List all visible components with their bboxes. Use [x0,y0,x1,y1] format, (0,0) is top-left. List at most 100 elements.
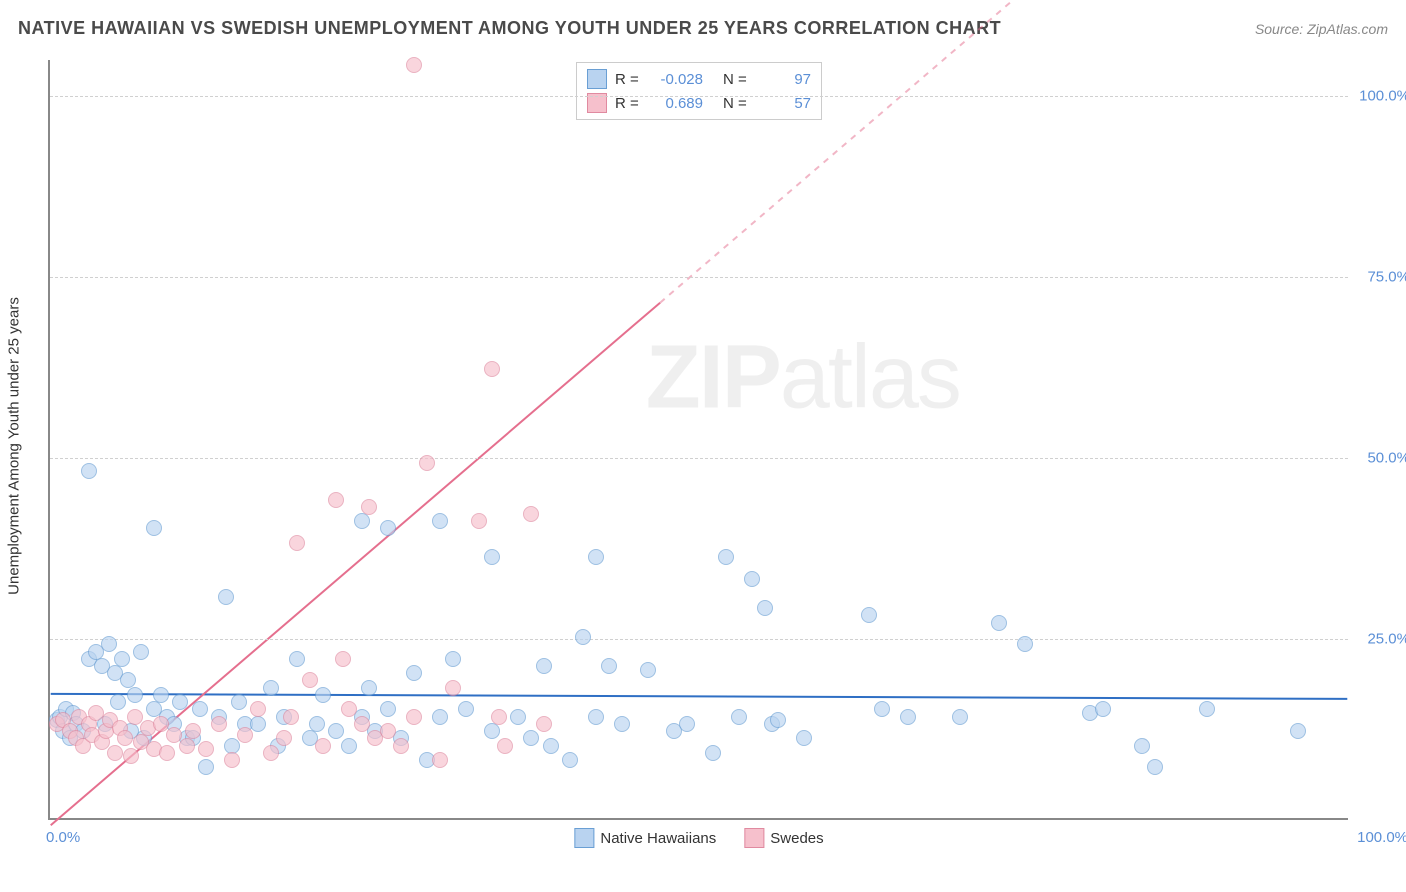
gridline [50,277,1348,278]
data-point [445,680,461,696]
data-point [250,716,266,732]
data-point [874,701,890,717]
data-point [302,672,318,688]
y-tick-label: 100.0% [1359,88,1406,105]
data-point [309,716,325,732]
data-point [419,455,435,471]
data-point [705,745,721,761]
legend-row-1: R = -0.028 N = 97 [587,67,811,91]
data-point [575,629,591,645]
data-point [744,571,760,587]
data-point [601,658,617,674]
data-point [718,549,734,565]
data-point [432,513,448,529]
data-point [117,730,133,746]
data-point [1095,701,1111,717]
data-point [640,662,656,678]
data-point [1017,636,1033,652]
data-point [328,492,344,508]
data-point [432,709,448,725]
data-point [484,361,500,377]
data-point [81,463,97,479]
data-point [406,57,422,73]
data-point [159,745,175,761]
x-tick-left: 0.0% [46,829,80,846]
data-point [614,716,630,732]
data-point [445,651,461,667]
data-point [523,730,539,746]
data-point [133,644,149,660]
data-point [237,727,253,743]
gridline [50,639,1348,640]
data-point [263,745,279,761]
data-point [361,499,377,515]
data-point [250,701,266,717]
data-point [380,520,396,536]
data-point [1134,738,1150,754]
watermark: ZIPatlas [646,327,960,430]
data-point [172,694,188,710]
y-tick-label: 50.0% [1367,450,1406,467]
data-point [484,549,500,565]
legend-item-swedes: Swedes [744,828,823,848]
data-point [588,549,604,565]
data-point [354,513,370,529]
data-point [757,600,773,616]
data-point [123,748,139,764]
data-point [315,687,331,703]
data-point [796,730,812,746]
data-point [276,730,292,746]
data-point [562,752,578,768]
series-legend: Native Hawaiians Swedes [574,828,823,848]
data-point [861,607,877,623]
gridline [50,96,1348,97]
data-point [393,738,409,754]
chart-source: Source: ZipAtlas.com [1255,21,1388,37]
data-point [380,723,396,739]
data-point [107,745,123,761]
data-point [458,701,474,717]
data-point [406,665,422,681]
y-axis-label: Unemployment Among Youth under 25 years [6,297,23,595]
data-point [127,687,143,703]
data-point [283,709,299,725]
data-point [432,752,448,768]
data-point [335,651,351,667]
swatch-hawaiians [587,69,607,89]
data-point [231,694,247,710]
x-tick-right: 100.0% [1357,829,1406,846]
data-point [114,651,130,667]
data-point [406,709,422,725]
data-point [341,701,357,717]
data-point [224,752,240,768]
data-point [198,759,214,775]
data-point [484,723,500,739]
legend-row-2: R = 0.689 N = 57 [587,91,811,115]
data-point [198,741,214,757]
data-point [211,716,227,732]
data-point [900,709,916,725]
data-point [263,680,279,696]
data-point [315,738,331,754]
data-point [192,701,208,717]
data-point [536,716,552,732]
data-point [770,712,786,728]
data-point [361,680,377,696]
data-point [289,651,305,667]
data-point [354,716,370,732]
legend-item-hawaiians: Native Hawaiians [574,828,716,848]
data-point [179,738,195,754]
gridline [50,458,1348,459]
data-point [1290,723,1306,739]
data-point [380,701,396,717]
swatch-swedes-bottom [744,828,764,848]
data-point [1199,701,1215,717]
correlation-legend: R = -0.028 N = 97 R = 0.689 N = 57 [576,62,822,120]
data-point [991,615,1007,631]
y-tick-label: 25.0% [1367,631,1406,648]
data-point [341,738,357,754]
data-point [952,709,968,725]
chart-header: NATIVE HAWAIIAN VS SWEDISH UNEMPLOYMENT … [18,18,1388,39]
data-point [110,694,126,710]
plot-area: ZIPatlas R = -0.028 N = 97 R = 0.689 N =… [48,60,1348,820]
